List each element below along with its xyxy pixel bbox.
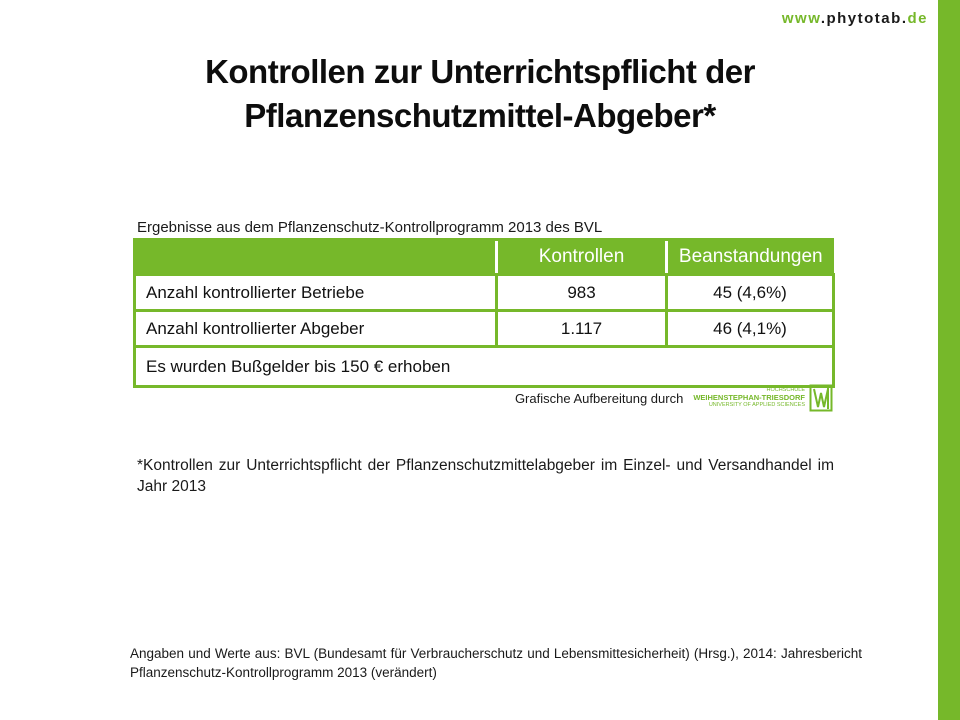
- credit-label: Grafische Aufbereitung durch: [514, 390, 684, 406]
- brand-url[interactable]: www.phytotab.de: [782, 10, 928, 27]
- brand-dot2: .: [901, 10, 908, 27]
- hswt-line3: UNIVERSITY OF APPLIED SCIENCES: [708, 402, 805, 409]
- credit-line: Grafische Aufbereitung durch HOCHSCHULE …: [500, 384, 833, 412]
- accent-sidebar: [938, 0, 960, 720]
- hswt-line1: HOCHSCHULE: [766, 387, 805, 394]
- results-table: Kontrollen Beanstandungen Anzahl kontrol…: [133, 238, 835, 388]
- header-empty-cell: [133, 238, 497, 276]
- row1-label: Anzahl kontrollierter Betriebe: [133, 273, 498, 312]
- slide-title-line1: Kontrollen zur Unterrichtspflicht der: [205, 53, 755, 90]
- hswt-logo-text: HOCHSCHULE WEIHENSTEPHAN-TRIESDORF UNIVE…: [693, 387, 805, 408]
- hswt-logo: HOCHSCHULE WEIHENSTEPHAN-TRIESDORF UNIVE…: [693, 384, 833, 412]
- hswt-line2: WEIHENSTEPHAN-TRIESDORF: [693, 392, 805, 402]
- brand-name: phytotab: [826, 10, 902, 27]
- row2-kontrollen: 1.117: [495, 309, 668, 348]
- brand-tld: de: [907, 10, 928, 27]
- row1-beanstandungen: 45 (4,6%): [665, 273, 835, 312]
- slide-title: Kontrollen zur Unterrichtspflicht der Pf…: [20, 50, 940, 138]
- table-row: Anzahl kontrollierter Abgeber 1.117 46 (…: [133, 309, 835, 348]
- table-caption: Ergebnisse aus dem Pflanzenschutz-Kontro…: [137, 219, 603, 236]
- row1-kontrollen: 983: [495, 273, 668, 312]
- header-beanstandungen: Beanstandungen: [665, 238, 834, 276]
- source-text: Angaben und Werte aus: BVL (Bundesamt fü…: [130, 646, 862, 680]
- row2-label: Anzahl kontrollierter Abgeber: [133, 309, 498, 348]
- brand-dot1: .: [820, 10, 827, 27]
- hswt-w-icon: [809, 384, 833, 412]
- table-header-row: Kontrollen Beanstandungen: [133, 238, 834, 276]
- brand-www: www: [781, 10, 821, 27]
- slide-title-line2: Pflanzenschutzmittel-Abgeber*: [244, 97, 716, 134]
- row2-beanstandungen: 46 (4,1%): [665, 309, 835, 348]
- header-kontrollen: Kontrollen: [495, 238, 667, 276]
- table-note-row: Es wurden Bußgelder bis 150 € erhoben: [133, 345, 835, 388]
- table-row: Anzahl kontrollierter Betriebe 983 45 (4…: [133, 273, 835, 312]
- footnote-text: *Kontrollen zur Unterrichtspflicht der P…: [137, 457, 834, 495]
- table-note: Es wurden Bußgelder bis 150 € erhoben: [133, 345, 835, 388]
